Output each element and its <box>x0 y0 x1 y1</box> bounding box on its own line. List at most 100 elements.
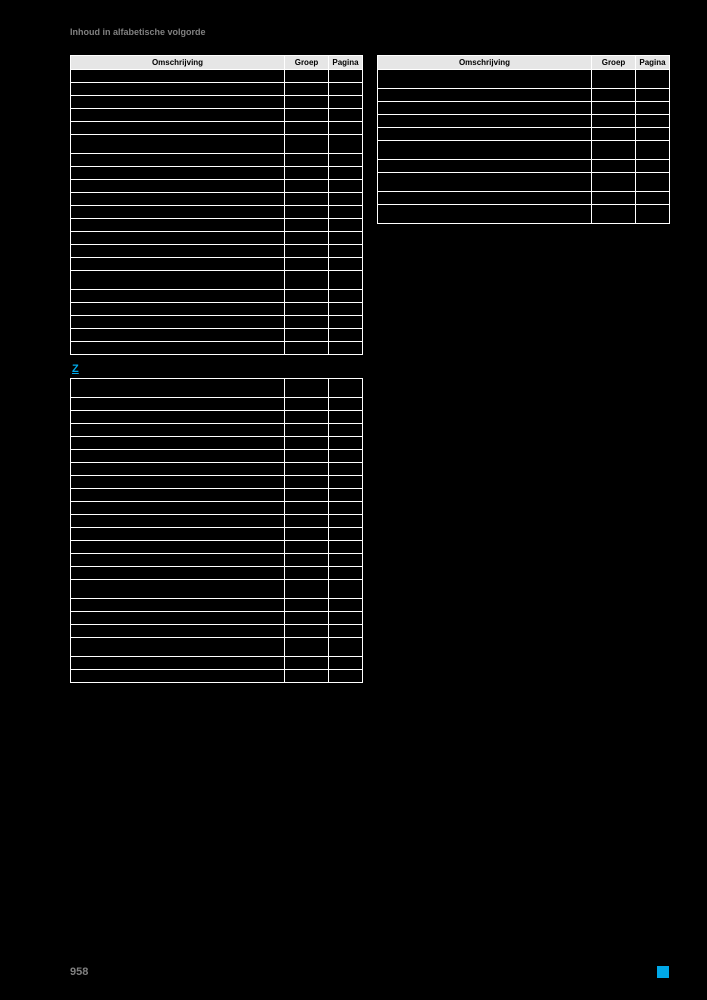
table-row <box>71 303 363 316</box>
cell-omschrijving <box>71 463 285 476</box>
cell-omschrijving <box>71 342 285 355</box>
table-row <box>71 232 363 245</box>
cell-omschrijving <box>71 612 285 625</box>
cell-pagina <box>329 271 363 290</box>
table-row <box>71 411 363 424</box>
cell-groep <box>285 476 329 489</box>
cell-groep <box>285 167 329 180</box>
table-row <box>71 167 363 180</box>
cell-pagina <box>329 329 363 342</box>
table-row <box>71 463 363 476</box>
cell-omschrijving <box>378 128 592 141</box>
cell-pagina <box>329 303 363 316</box>
table-row <box>71 70 363 83</box>
cell-omschrijving <box>378 89 592 102</box>
table-row <box>71 206 363 219</box>
cell-pagina <box>636 192 670 205</box>
table-row <box>71 379 363 398</box>
section-letter: Z <box>72 363 363 375</box>
table-row <box>71 109 363 122</box>
cell-pagina <box>636 160 670 173</box>
table-row <box>71 219 363 232</box>
table-row <box>378 89 670 102</box>
cell-groep <box>592 192 636 205</box>
cell-pagina <box>329 135 363 154</box>
cell-pagina <box>329 638 363 657</box>
cell-groep <box>285 342 329 355</box>
cell-omschrijving <box>71 180 285 193</box>
table-row <box>71 342 363 355</box>
cell-groep <box>285 463 329 476</box>
table-row <box>378 205 670 224</box>
left-column: Omschrijving Groep Pagina Z <box>70 55 363 683</box>
table-right-top-body <box>378 70 670 224</box>
cell-omschrijving <box>378 205 592 224</box>
cell-groep <box>285 437 329 450</box>
cell-omschrijving <box>71 219 285 232</box>
cell-omschrijving <box>71 167 285 180</box>
cell-groep <box>285 109 329 122</box>
table-row <box>71 398 363 411</box>
cell-pagina <box>329 528 363 541</box>
cell-groep <box>285 612 329 625</box>
cell-omschrijving <box>71 122 285 135</box>
cell-groep <box>592 89 636 102</box>
table-row <box>71 670 363 683</box>
cell-groep <box>592 115 636 128</box>
cell-groep <box>285 657 329 670</box>
cell-pagina <box>329 580 363 599</box>
table-row <box>71 528 363 541</box>
cell-groep <box>285 245 329 258</box>
cell-omschrijving <box>71 303 285 316</box>
header-pagina: Pagina <box>329 56 363 70</box>
cell-omschrijving <box>71 258 285 271</box>
cell-groep <box>592 128 636 141</box>
table-header-row: Omschrijving Groep Pagina <box>378 56 670 70</box>
cell-omschrijving <box>71 271 285 290</box>
table-row <box>71 135 363 154</box>
cell-groep <box>285 554 329 567</box>
table-row <box>71 193 363 206</box>
cell-pagina <box>329 424 363 437</box>
cell-groep <box>285 96 329 109</box>
table-row <box>71 450 363 463</box>
cell-pagina <box>329 541 363 554</box>
table-row <box>71 271 363 290</box>
cell-pagina <box>329 670 363 683</box>
cell-groep <box>285 450 329 463</box>
cell-pagina <box>329 625 363 638</box>
cell-omschrijving <box>378 115 592 128</box>
table-row <box>71 515 363 528</box>
right-column: Omschrijving Groep Pagina <box>377 55 670 683</box>
cell-groep <box>285 271 329 290</box>
table-row <box>71 437 363 450</box>
table-row <box>71 638 363 657</box>
cell-omschrijving <box>71 657 285 670</box>
cell-pagina <box>329 599 363 612</box>
cell-groep <box>285 580 329 599</box>
table-left-top-body <box>71 70 363 355</box>
logo-icon <box>657 966 669 978</box>
cell-pagina <box>329 379 363 398</box>
table-row <box>71 180 363 193</box>
cell-pagina <box>329 476 363 489</box>
cell-groep <box>285 135 329 154</box>
cell-omschrijving <box>378 160 592 173</box>
cell-omschrijving <box>71 528 285 541</box>
cell-pagina <box>329 219 363 232</box>
cell-pagina <box>329 502 363 515</box>
cell-groep <box>285 329 329 342</box>
table-row <box>71 625 363 638</box>
cell-groep <box>285 232 329 245</box>
cell-groep <box>285 670 329 683</box>
cell-omschrijving <box>378 102 592 115</box>
cell-groep <box>592 102 636 115</box>
page-number: 958 <box>70 966 88 978</box>
cell-groep <box>285 398 329 411</box>
table-row <box>378 128 670 141</box>
cell-groep <box>285 489 329 502</box>
header-groep: Groep <box>592 56 636 70</box>
cell-pagina <box>329 245 363 258</box>
cell-omschrijving <box>71 316 285 329</box>
table-left-top: Omschrijving Groep Pagina <box>70 55 363 355</box>
